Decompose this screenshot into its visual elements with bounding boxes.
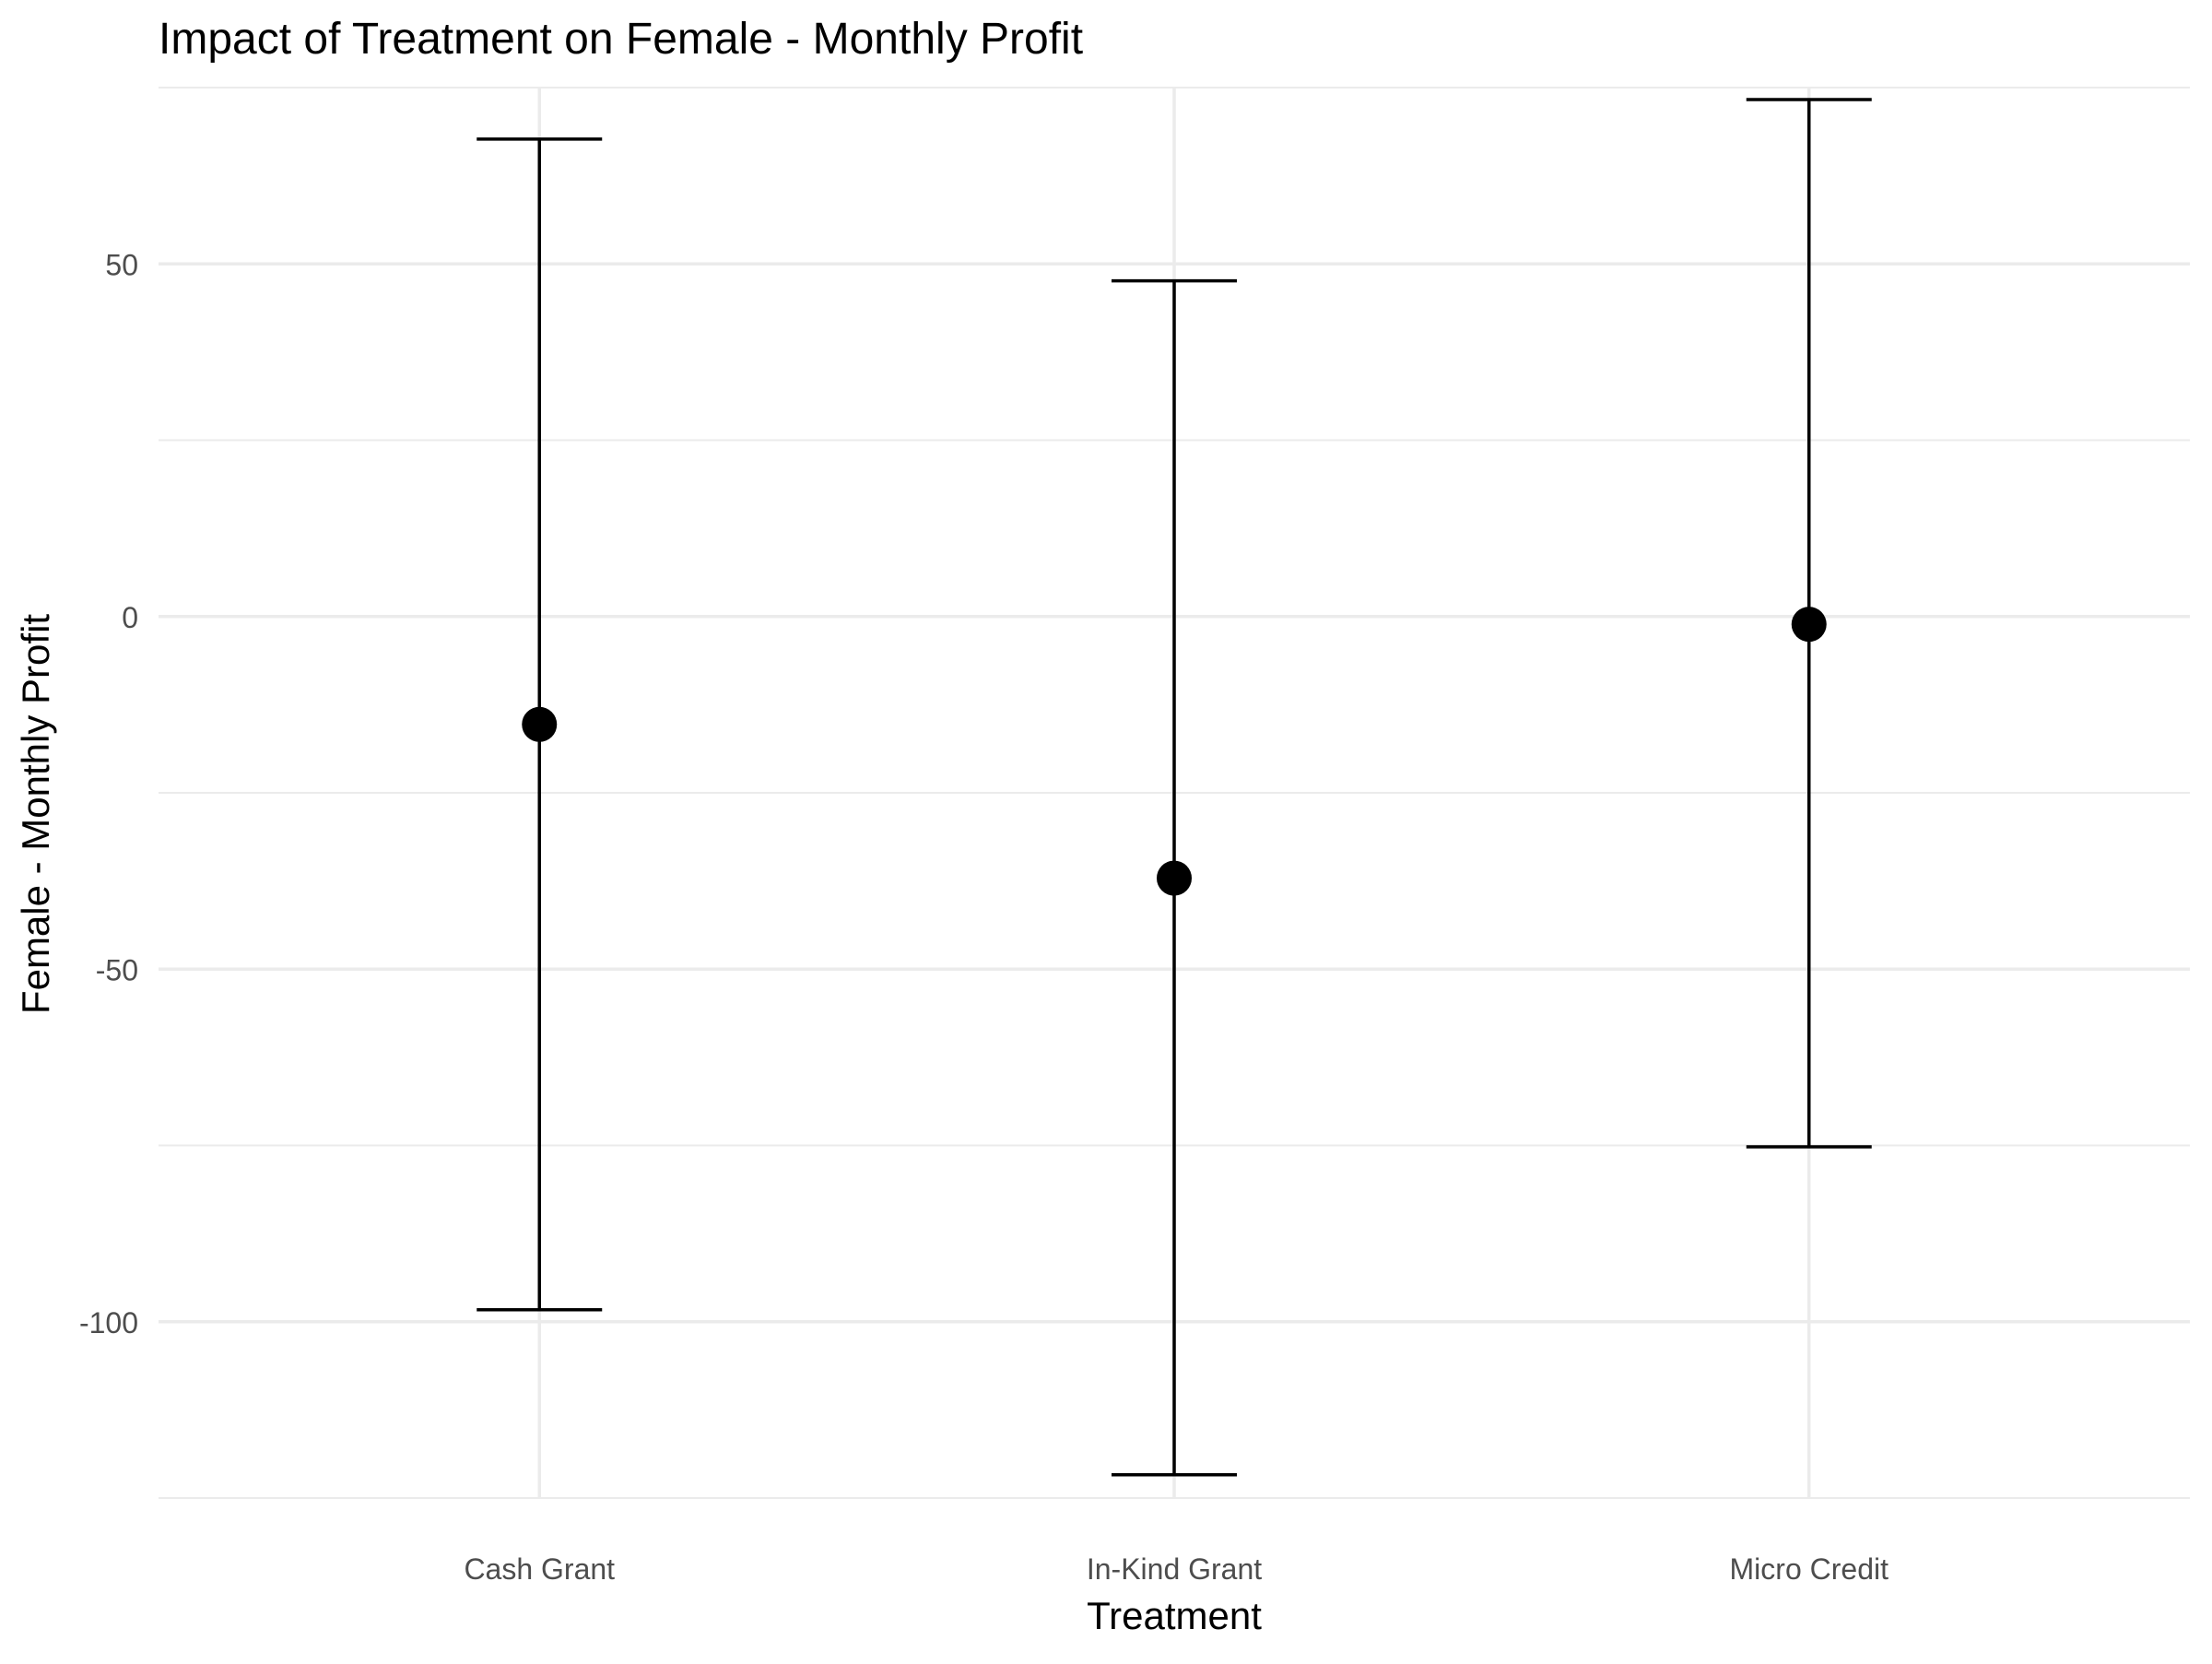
data-point <box>1157 860 1192 896</box>
y-tick-label: 0 <box>122 601 138 634</box>
x-tick-label: In-Kind Grant <box>1087 1552 1262 1586</box>
y-tick-label: -100 <box>79 1306 138 1339</box>
y-tick-label: 50 <box>105 248 138 281</box>
marks-layer <box>477 98 1872 1477</box>
x-tick-label: Cash Grant <box>464 1552 615 1586</box>
y-axis-label: Female - Monthly Profit <box>14 614 57 1014</box>
chart-title: Impact of Treatment on Female - Monthly … <box>159 15 1083 64</box>
data-point <box>522 706 558 742</box>
x-tick-labels: Cash Grant In-Kind Grant Micro Credit <box>464 1552 1888 1586</box>
y-tick-labels: -100 -50 0 50 <box>79 248 138 1339</box>
x-tick-label: Micro Credit <box>1730 1552 1889 1586</box>
y-tick-label: -50 <box>96 953 138 986</box>
data-point <box>1791 607 1827 643</box>
x-axis-label: Treatment <box>1087 1594 1262 1637</box>
